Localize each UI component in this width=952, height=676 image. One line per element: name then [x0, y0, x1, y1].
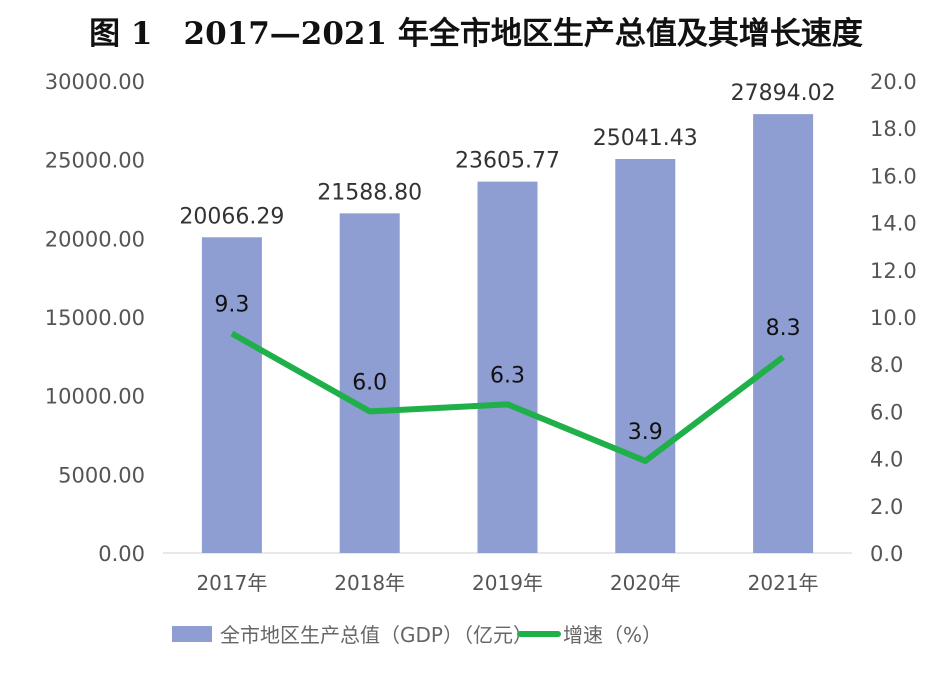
legend-bar-swatch [172, 626, 212, 642]
right-axis-tick: 18.0 [870, 117, 917, 141]
legend-bar-label: 全市地区生产总值（GDP）（亿元） [220, 623, 533, 647]
right-axis-tick: 4.0 [870, 448, 903, 472]
right-axis-tick: 16.0 [870, 164, 917, 188]
x-axis-tick: 2019年 [472, 571, 543, 595]
right-axis-tick: 10.0 [870, 306, 917, 330]
bar [201, 237, 262, 553]
bar [339, 213, 400, 553]
x-axis-tick: 2021年 [748, 571, 819, 595]
bar-label: 21588.80 [317, 180, 422, 205]
left-axis-tick: 0.00 [98, 542, 145, 566]
right-axis-tick: 6.0 [870, 400, 903, 424]
bar [477, 181, 538, 554]
growth-line [230, 330, 785, 464]
bar [753, 114, 814, 553]
line-label: 6.3 [490, 363, 525, 388]
bar-label: 23605.77 [455, 149, 560, 174]
right-axis-tick: 0.0 [870, 542, 903, 566]
right-axis-tick: 2.0 [870, 495, 903, 519]
left-axis-tick: 5000.00 [58, 463, 145, 487]
bar-label: 27894.02 [731, 81, 836, 106]
left-axis-tick: 10000.00 [45, 385, 145, 409]
right-axis-tick: 12.0 [870, 259, 917, 283]
x-axis-tick: 2017年 [196, 571, 267, 595]
left-axis-tick: 20000.00 [45, 227, 145, 251]
line-label: 8.3 [766, 316, 801, 341]
line-label: 3.9 [628, 420, 663, 445]
right-axis-tick: 20.0 [870, 70, 917, 94]
line-label: 9.3 [214, 293, 249, 318]
bar-label: 20066.29 [179, 204, 284, 229]
line-label: 6.0 [352, 370, 387, 395]
bar [615, 159, 676, 553]
left-axis-tick: 25000.00 [45, 149, 145, 173]
x-axis-tick: 2018年 [334, 571, 405, 595]
x-axis-tick: 2020年 [610, 571, 681, 595]
legend-line-label: 增速（%） [563, 623, 662, 647]
left-axis-tick: 15000.00 [45, 306, 145, 330]
chart-title: 图 1 2017—2021 年全市地区生产总值及其增长速度 [89, 16, 863, 52]
right-axis-tick: 14.0 [870, 212, 917, 236]
left-axis-tick: 30000.00 [45, 70, 145, 94]
bar-label: 25041.43 [593, 126, 698, 151]
right-axis-tick: 8.0 [870, 353, 903, 377]
